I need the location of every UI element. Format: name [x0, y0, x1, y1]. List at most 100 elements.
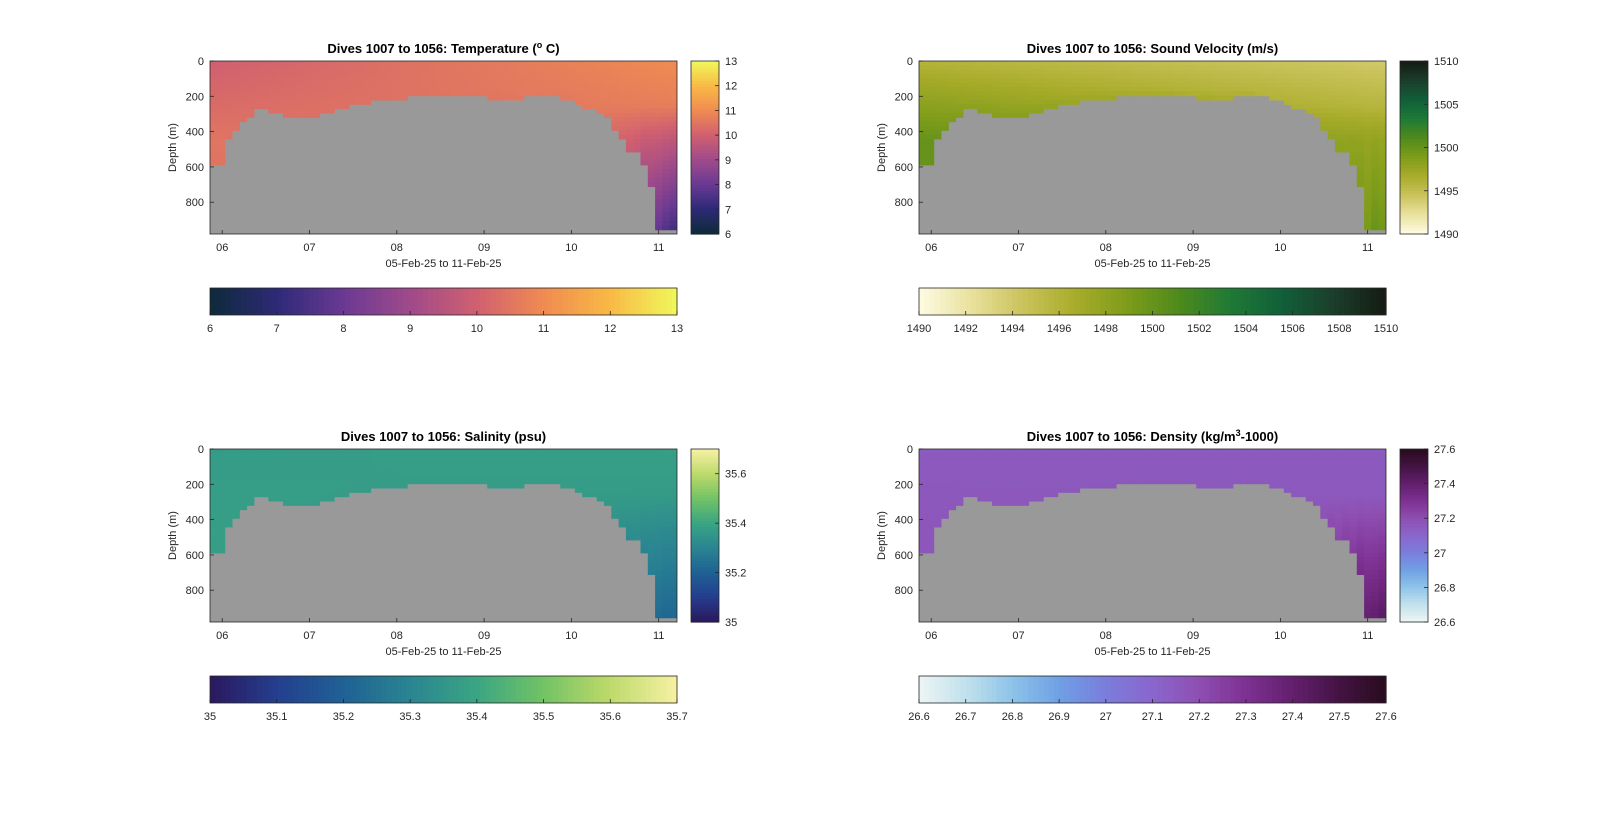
heatmap-area [210, 449, 677, 622]
heatmap-cell [574, 461, 583, 467]
heatmap-cell [1101, 449, 1110, 454]
heatmap-cell [399, 470, 408, 476]
heatmap-cell [1356, 483, 1365, 489]
heatmap-cell [1021, 99, 1030, 105]
heatmap-cell [582, 73, 591, 79]
heatmap-cell [640, 513, 649, 519]
heatmap-cell [428, 86, 437, 92]
colorbar-segment [324, 676, 330, 703]
heatmap-cell [933, 99, 942, 105]
heatmap-cell [1130, 61, 1139, 66]
heatmap-cell [282, 108, 291, 114]
heatmap-cell [1320, 91, 1329, 97]
heatmap-cell [1371, 134, 1380, 140]
heatmap-cell [1342, 513, 1351, 519]
heatmap-cell [217, 479, 226, 485]
colorbar-segment [944, 676, 951, 703]
heatmap-cell [625, 466, 634, 472]
heatmap-cell [1378, 182, 1386, 188]
heatmap-cell [552, 449, 561, 454]
x-tick-label: 10 [565, 242, 577, 254]
heatmap-cell [1130, 453, 1139, 459]
heatmap-cell [926, 474, 935, 480]
heatmap-cell [1378, 216, 1386, 222]
colorbar-segment [391, 288, 398, 315]
heatmap-cell [326, 69, 335, 75]
heatmap-cell [662, 449, 671, 454]
heatmap-cell [509, 453, 518, 459]
heatmap-cell [348, 470, 357, 476]
heatmap-cell [1349, 479, 1358, 485]
heatmap-cell [596, 492, 605, 498]
heatmap-cell [999, 65, 1008, 71]
colorbar-segment [691, 184, 719, 189]
heatmap-cell [662, 474, 671, 480]
heatmap-cell [640, 518, 649, 524]
y-tick-label: 0 [907, 56, 913, 68]
heatmap-cell [1334, 121, 1343, 127]
heatmap-cell [304, 483, 313, 489]
heatmap-cell [633, 513, 642, 519]
heatmap-cell [1378, 574, 1386, 580]
colorbar-segment [510, 676, 517, 703]
colorbar-segment [1131, 288, 1138, 315]
heatmap-cell [662, 539, 671, 545]
colorbar-segment [334, 288, 341, 315]
heatmap-cell [261, 479, 269, 485]
heatmap-cell [948, 496, 957, 502]
heatmap-cell [919, 86, 927, 92]
heatmap-cell [618, 82, 627, 88]
heatmap-cell [640, 143, 649, 149]
heatmap-cell [933, 91, 942, 97]
heatmap-cell [1013, 487, 1022, 493]
heatmap-cell [487, 78, 496, 84]
heatmap-cell [991, 112, 1000, 118]
heatmap-cell [1137, 82, 1146, 88]
heatmap-cell [377, 483, 386, 489]
heatmap-cell [1320, 86, 1329, 92]
heatmap-cell [1137, 73, 1146, 79]
heatmap-cell [458, 479, 466, 485]
heatmap-cell [552, 457, 561, 463]
colorbar-tick-label: 27 [1434, 548, 1446, 560]
heatmap-cell [948, 466, 957, 472]
heatmap-cell [341, 466, 350, 472]
heatmap-cell [933, 518, 942, 524]
colorbar-segment [272, 676, 279, 703]
colorbar-segment [427, 288, 434, 315]
heatmap-cell [1371, 95, 1380, 101]
heatmap-cell [655, 117, 664, 123]
heatmap-cell [253, 461, 262, 467]
heatmap-cell [1116, 69, 1124, 75]
colorbar-tick-label: 26.8 [1434, 582, 1455, 594]
heatmap-cell [669, 138, 677, 144]
heatmap-cell [1203, 461, 1212, 467]
heatmap-cell [1378, 470, 1386, 476]
heatmap-cell [633, 91, 642, 97]
heatmap-cell [940, 457, 949, 463]
heatmap-cell [1356, 61, 1365, 66]
heatmap-cell [239, 86, 248, 92]
heatmap-cell [1378, 121, 1386, 127]
colorbar-segment [691, 552, 719, 557]
chart-title-end: C) [542, 41, 559, 56]
heatmap-cell [662, 535, 671, 541]
heatmap-cell [531, 461, 539, 467]
heatmap-cell [268, 466, 277, 472]
heatmap-cell [1057, 449, 1066, 454]
heatmap-cell [669, 121, 677, 127]
heatmap-cell [1349, 457, 1358, 463]
colorbar-segment [1400, 150, 1428, 154]
heatmap-cell [662, 216, 671, 222]
heatmap-cell [1108, 61, 1117, 66]
heatmap-cell [224, 496, 233, 502]
heatmap-cell [919, 461, 927, 467]
heatmap-cell [582, 82, 591, 88]
heatmap-cell [1371, 561, 1380, 567]
colorbar-segment [225, 676, 232, 703]
heatmap-cell [647, 91, 656, 97]
colorbar-segment [671, 288, 678, 315]
heatmap-cell [596, 457, 605, 463]
heatmap-cell [647, 156, 656, 162]
heatmap-cell [1108, 449, 1117, 454]
